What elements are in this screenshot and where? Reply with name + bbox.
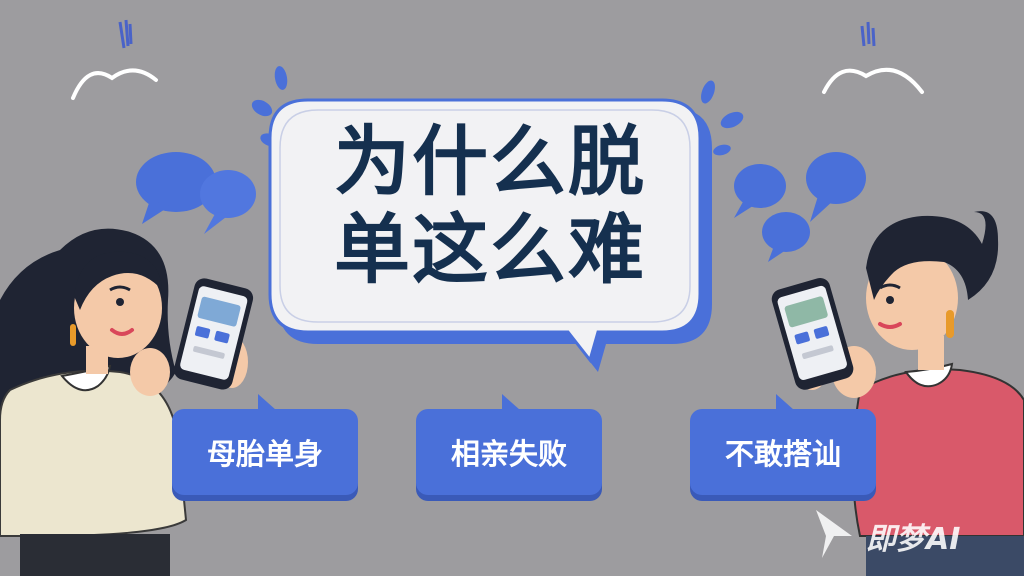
eyebrow-arc-icon [71,68,158,100]
chat-bubble-icon [136,152,256,234]
tag-label: 相亲失败 [450,437,567,471]
tag-label: 母胎单身 [206,437,323,471]
brush-stroke-left [118,19,133,49]
tag-bubble-1: 母胎单身 [172,394,358,495]
phone-icon [173,278,254,390]
tag-bubble-2: 相亲失败 [416,394,602,495]
splash-drop-icon [701,80,744,156]
watermark: 即梦AI [866,522,961,557]
woman-figure [0,228,248,576]
chat-bubble-icon [734,152,866,262]
tag-label: 不敢搭讪 [724,437,841,471]
phone-icon [771,278,854,390]
eyebrow-arc-icon [822,67,924,94]
brush-stroke-right [860,21,876,47]
headline: 为什么脱 单这么难 [300,118,680,294]
logo-icon [816,510,852,558]
headline-line-2: 单这么难 [334,205,646,294]
headline-line-1: 为什么脱 [334,117,646,206]
tag-bubble-3: 不敢搭讪 [690,394,876,495]
headline-speech-bubble [268,98,712,372]
man-figure [794,211,1024,576]
